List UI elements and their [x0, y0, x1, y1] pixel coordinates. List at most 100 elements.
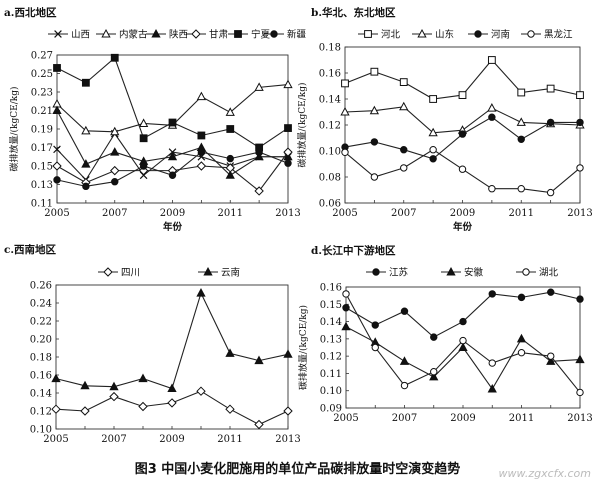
data-point: [284, 159, 292, 167]
data-point: [167, 151, 178, 161]
data-point: [546, 188, 555, 197]
legend-label: 江苏: [389, 267, 409, 279]
x-tick-label: 2013: [275, 208, 300, 219]
legend-label: 甘肃: [209, 29, 228, 41]
x-tick-label: 2007: [101, 434, 126, 445]
legend-entry: 黑龙江: [521, 29, 573, 41]
data-point: [51, 373, 61, 383]
data-point: [400, 146, 408, 154]
data-point: [139, 162, 148, 170]
legend-marker: [474, 30, 482, 38]
y-tick-label: 0.16: [30, 371, 52, 382]
legend-marker: [270, 30, 278, 38]
series-新疆: [53, 148, 292, 191]
series-河北: [341, 56, 584, 103]
y-axis-label: 碳排放量/(kgCE/kg): [296, 83, 308, 168]
legend-entry: 新疆: [264, 29, 307, 41]
data-point: [576, 388, 584, 397]
legend-marker: [203, 266, 213, 276]
y-tick-label: 0.12: [319, 121, 341, 132]
y-tick-label: 0.09: [320, 404, 342, 415]
y-tick-label: 0.14: [30, 389, 52, 400]
y-tick-label: 0.08: [319, 173, 341, 184]
legend-label: 湖北: [539, 268, 559, 279]
watermark: www.zgxcfx.com: [498, 467, 591, 480]
legend-entry: 内蒙古: [96, 29, 148, 41]
legend-label: 山西: [71, 30, 90, 41]
x-tick-label: 2007: [102, 208, 127, 219]
legend-label: 内蒙古: [119, 29, 148, 41]
legend-entry: 甘肃: [186, 29, 228, 41]
x-tick-label: 2005: [332, 208, 357, 219]
data-point: [370, 173, 379, 181]
data-point: [283, 147, 293, 157]
x-tick-label: 2009: [159, 434, 184, 445]
data-point: [488, 185, 496, 193]
data-point: [400, 307, 409, 315]
y-tick-label: 0.14: [319, 95, 341, 106]
data-point: [110, 147, 120, 156]
data-point: [110, 165, 120, 176]
figure-canvas: a.西北地区 0.11 0.13 0.15 0.17 0.19 0.21 0.23 0.25 0.…: [4, 6, 593, 445]
data-point: [254, 186, 264, 196]
x-tick-label: 2007: [391, 208, 416, 219]
data-point: [167, 383, 177, 392]
data-point: [370, 138, 379, 146]
panel-title: b.华北、东北地区: [311, 6, 396, 19]
legend-marker: [151, 28, 161, 38]
series-湖北: [342, 290, 584, 397]
series-line: [345, 326, 581, 391]
data-point: [575, 354, 585, 364]
x-tick-label: 2007: [392, 413, 417, 424]
y-tick-label: 0.17: [31, 143, 53, 154]
data-point: [517, 185, 525, 193]
data-point: [546, 356, 556, 365]
data-point: [254, 355, 264, 365]
data-point: [81, 125, 91, 135]
data-point: [138, 373, 148, 383]
data-point: [517, 293, 526, 302]
data-point: [429, 95, 438, 103]
data-point: [429, 155, 437, 163]
data-point: [111, 178, 119, 186]
data-point: [371, 343, 379, 352]
y-tick-label: 0.12: [320, 352, 342, 363]
data-point: [196, 161, 207, 171]
data-point: [167, 398, 177, 408]
data-point: [254, 151, 264, 161]
legend-entry: 山西: [48, 30, 90, 41]
data-point: [197, 148, 206, 156]
legend-label: 黑龙江: [544, 29, 573, 41]
y-tick-label: 0.16: [320, 283, 342, 294]
data-point: [487, 383, 497, 393]
data-point: [226, 125, 235, 133]
y-tick-label: 0.19: [31, 125, 53, 136]
data-point: [255, 148, 263, 156]
legend-marker: [54, 30, 62, 38]
data-point: [81, 159, 91, 168]
data-point: [487, 56, 496, 64]
y-tick-label: 0.14: [320, 317, 342, 328]
data-point: [82, 182, 90, 191]
x-tick-label: 2011: [509, 413, 534, 424]
y-tick-label: 0.18: [319, 43, 341, 54]
data-point: [138, 401, 148, 412]
data-point: [226, 154, 234, 163]
y-tick-label: 0.06: [319, 199, 341, 210]
y-tick-label: 0.21: [31, 106, 53, 117]
series-河南: [341, 113, 584, 163]
data-point: [341, 321, 351, 331]
data-point: [517, 88, 526, 97]
y-tick-label: 0.13: [31, 180, 53, 191]
x-axis-label: 年份: [453, 221, 473, 233]
data-point: [283, 79, 293, 89]
data-point: [81, 78, 90, 87]
y-tick-label: 0.10: [30, 425, 52, 436]
series-line: [345, 291, 581, 338]
data-point: [488, 290, 496, 298]
data-point: [576, 164, 584, 172]
legend-label: 云南: [221, 267, 240, 279]
series-云南: [51, 288, 293, 392]
y-tick-label: 0.10: [320, 386, 342, 397]
data-point: [225, 170, 235, 179]
